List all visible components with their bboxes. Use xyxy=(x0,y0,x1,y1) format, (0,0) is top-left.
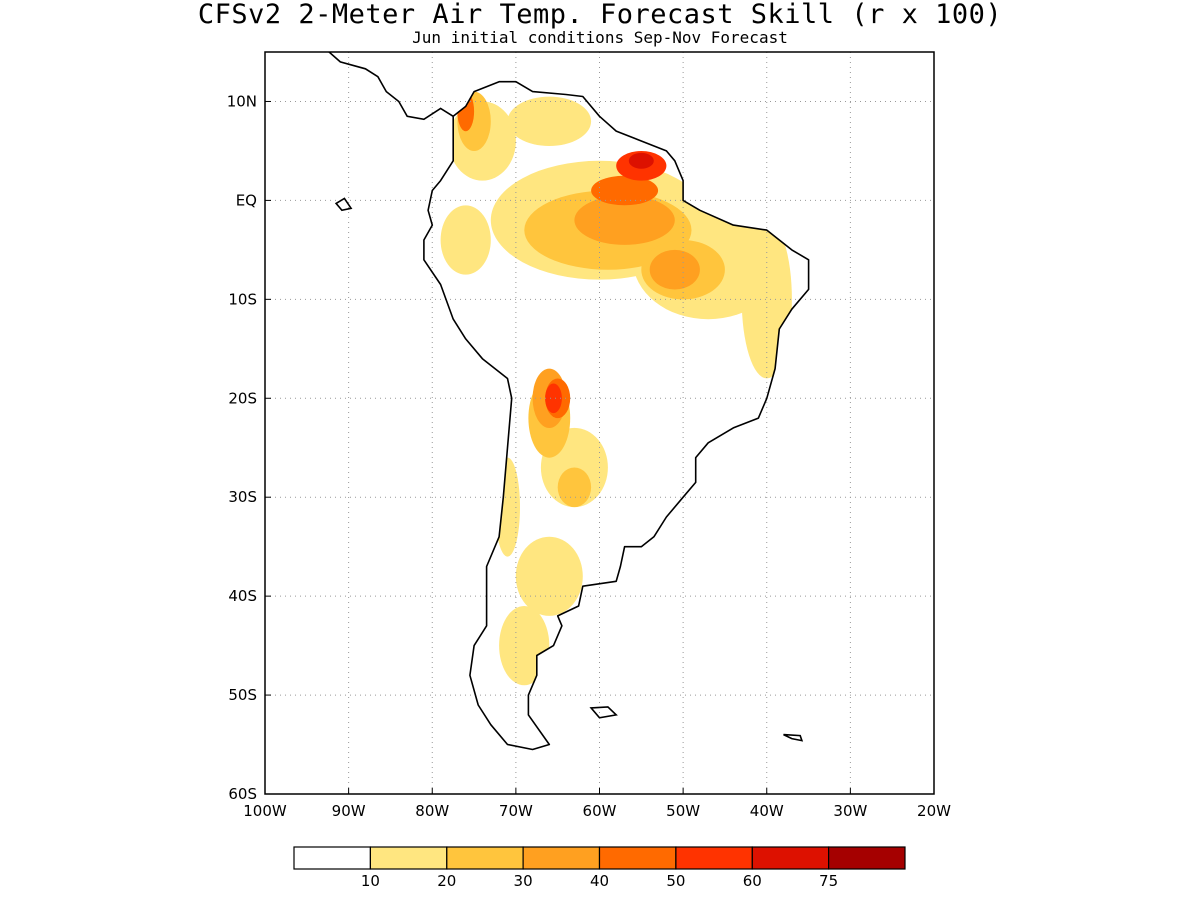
legend-label: 60 xyxy=(743,872,762,890)
coastlines xyxy=(327,52,810,751)
legend-label: 40 xyxy=(590,872,609,890)
legend-label: 50 xyxy=(666,872,685,890)
gridlines xyxy=(265,52,934,794)
skill-shading xyxy=(440,91,792,686)
x-tick-label: 40W xyxy=(750,802,784,820)
axis-ticks: 100W 90W 80W 70W 60W 50W 40W 30W 20W 10N EQ 10S 20S 3… xyxy=(227,92,951,820)
legend-label: 10 xyxy=(361,872,380,890)
skill-area-para-inner xyxy=(649,249,700,290)
y-tick-label: 40S xyxy=(228,587,257,605)
south-america-coastline xyxy=(423,80,810,751)
color-legend: 10 20 30 40 50 60 75 xyxy=(293,846,906,890)
chart-title: CFSv2 2-Meter Air Temp. Forecast Skill (… xyxy=(197,0,1003,30)
skill-area-venezuela xyxy=(507,96,592,146)
y-tick-label: EQ xyxy=(236,191,257,209)
y-tick-label: 20S xyxy=(228,389,257,407)
falkland-islands-coastline xyxy=(589,706,618,719)
legend-swatch xyxy=(522,846,601,870)
x-tick-label: 70W xyxy=(499,802,533,820)
legend-swatch xyxy=(369,846,448,870)
south-georgia-coastline xyxy=(783,733,804,742)
y-tick-label: 10N xyxy=(227,92,257,110)
skill-area-chaco xyxy=(557,467,592,508)
skill-area-bolivia-peak xyxy=(545,383,562,414)
legend-label: 20 xyxy=(437,872,456,890)
x-tick-label: 20W xyxy=(917,802,951,820)
legend-swatch xyxy=(446,846,524,870)
y-tick-label: 60S xyxy=(228,785,257,803)
legend-swatch xyxy=(675,846,753,870)
central-america-coastline xyxy=(327,52,454,121)
legend-swatch xyxy=(751,846,830,870)
legend-swatch xyxy=(827,846,906,870)
skill-area-guianas-south xyxy=(591,175,659,206)
chart-subtitle: Jun initial conditions Sep-Nov Forecast xyxy=(412,28,788,47)
x-tick-label: 100W xyxy=(243,802,287,820)
x-tick-label: 50W xyxy=(666,802,700,820)
y-tick-label: 50S xyxy=(228,686,257,704)
legend-swatch xyxy=(293,846,372,870)
legend-label: 75 xyxy=(819,872,838,890)
skill-area-patagonia xyxy=(499,606,550,686)
x-tick-label: 80W xyxy=(415,802,449,820)
skill-area-peru-north xyxy=(440,205,491,275)
y-tick-label: 30S xyxy=(228,488,257,506)
x-tick-label: 90W xyxy=(332,802,366,820)
skill-area-argentina-central xyxy=(515,536,583,616)
skill-area-guianas-peak xyxy=(628,152,654,169)
y-tick-label: 10S xyxy=(228,290,257,308)
legend-label: 30 xyxy=(514,872,533,890)
galapagos-coastline xyxy=(334,197,353,212)
x-tick-label: 60W xyxy=(583,802,617,820)
legend-swatch xyxy=(598,846,677,870)
x-tick-label: 30W xyxy=(833,802,867,820)
